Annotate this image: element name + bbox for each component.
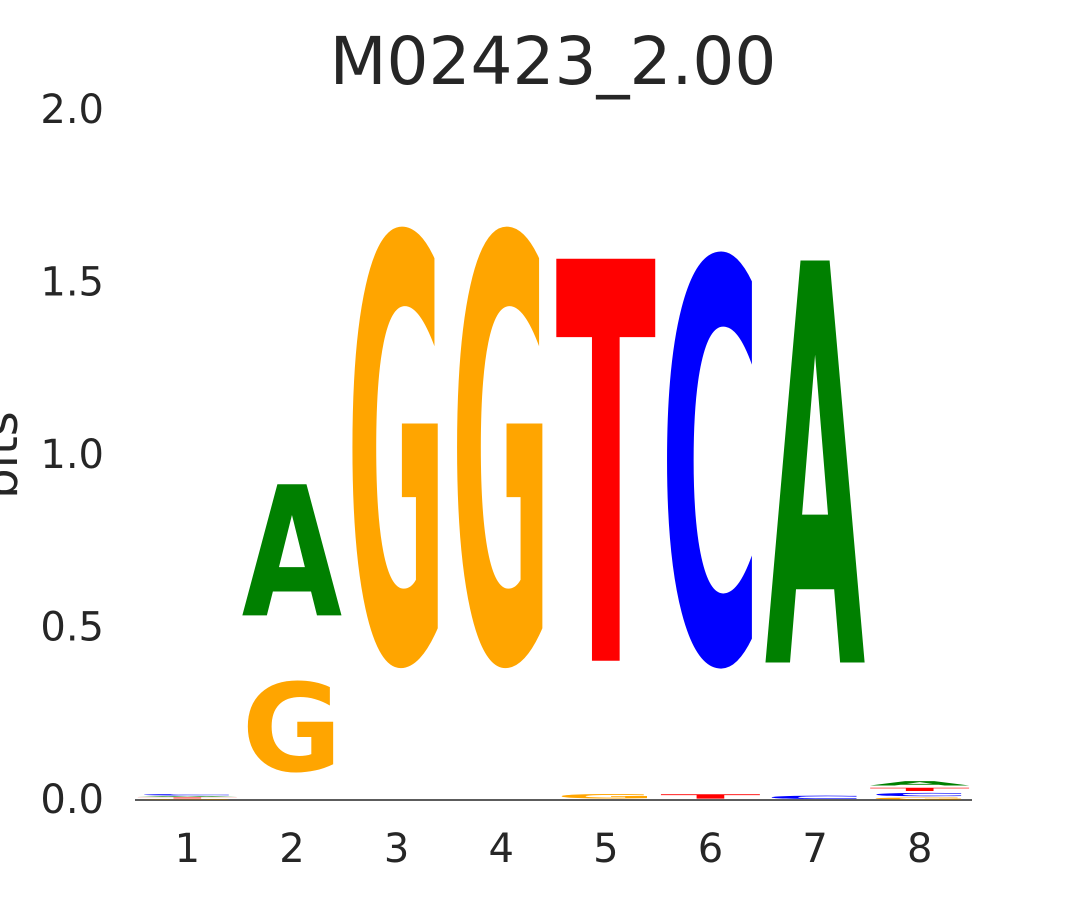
- x-tick-label: 8: [907, 826, 932, 872]
- logo-letter-a: A: [242, 448, 342, 658]
- x-tick-label: 4: [488, 826, 513, 872]
- x-tick-label: 3: [384, 826, 409, 872]
- logo-letter-g: G: [242, 659, 342, 800]
- logo-letter-g: G: [451, 119, 551, 799]
- logo-letter-t: T: [660, 793, 760, 800]
- logo-letter-g: G: [869, 797, 969, 800]
- logo-letter-c: C: [869, 792, 969, 797]
- x-tick-label: 2: [279, 826, 304, 872]
- logo-letter-a: A: [765, 152, 866, 794]
- logo-letter-g: G: [137, 799, 237, 800]
- y-tick-label: 0.0: [40, 777, 104, 823]
- x-tick-label: 1: [175, 826, 200, 872]
- x-tick-label: 5: [593, 826, 618, 872]
- chart-title: M02423_2.00: [330, 23, 777, 100]
- x-tick-label: 7: [802, 826, 827, 872]
- y-tick-label: 2.0: [40, 87, 104, 133]
- x-tick-label: 6: [698, 826, 723, 872]
- logo-letter-a: A: [137, 796, 237, 797]
- logo-letter-g: G: [556, 793, 656, 800]
- y-tick-label: 0.5: [40, 605, 104, 651]
- logo-letter-c: C: [765, 795, 865, 800]
- logo-letter-t: T: [556, 150, 657, 792]
- logo-letter-c: C: [660, 149, 760, 791]
- x-tick-labels: 1 2 3 4 5 6 7 8: [175, 826, 933, 872]
- logo-letter-g: G: [346, 119, 446, 799]
- y-axis-label: bits: [0, 411, 29, 499]
- logo-letter-a: A: [869, 780, 969, 787]
- y-tick-label: 1.0: [40, 432, 104, 478]
- logo-letter-t: T: [869, 787, 969, 792]
- logo-letter-c: C: [137, 794, 237, 796]
- logo-letter-t: T: [137, 797, 237, 798]
- y-tick-label: 1.5: [40, 260, 104, 306]
- y-tick-labels: 0.0 0.5 1.0 1.5 2.0: [40, 87, 104, 823]
